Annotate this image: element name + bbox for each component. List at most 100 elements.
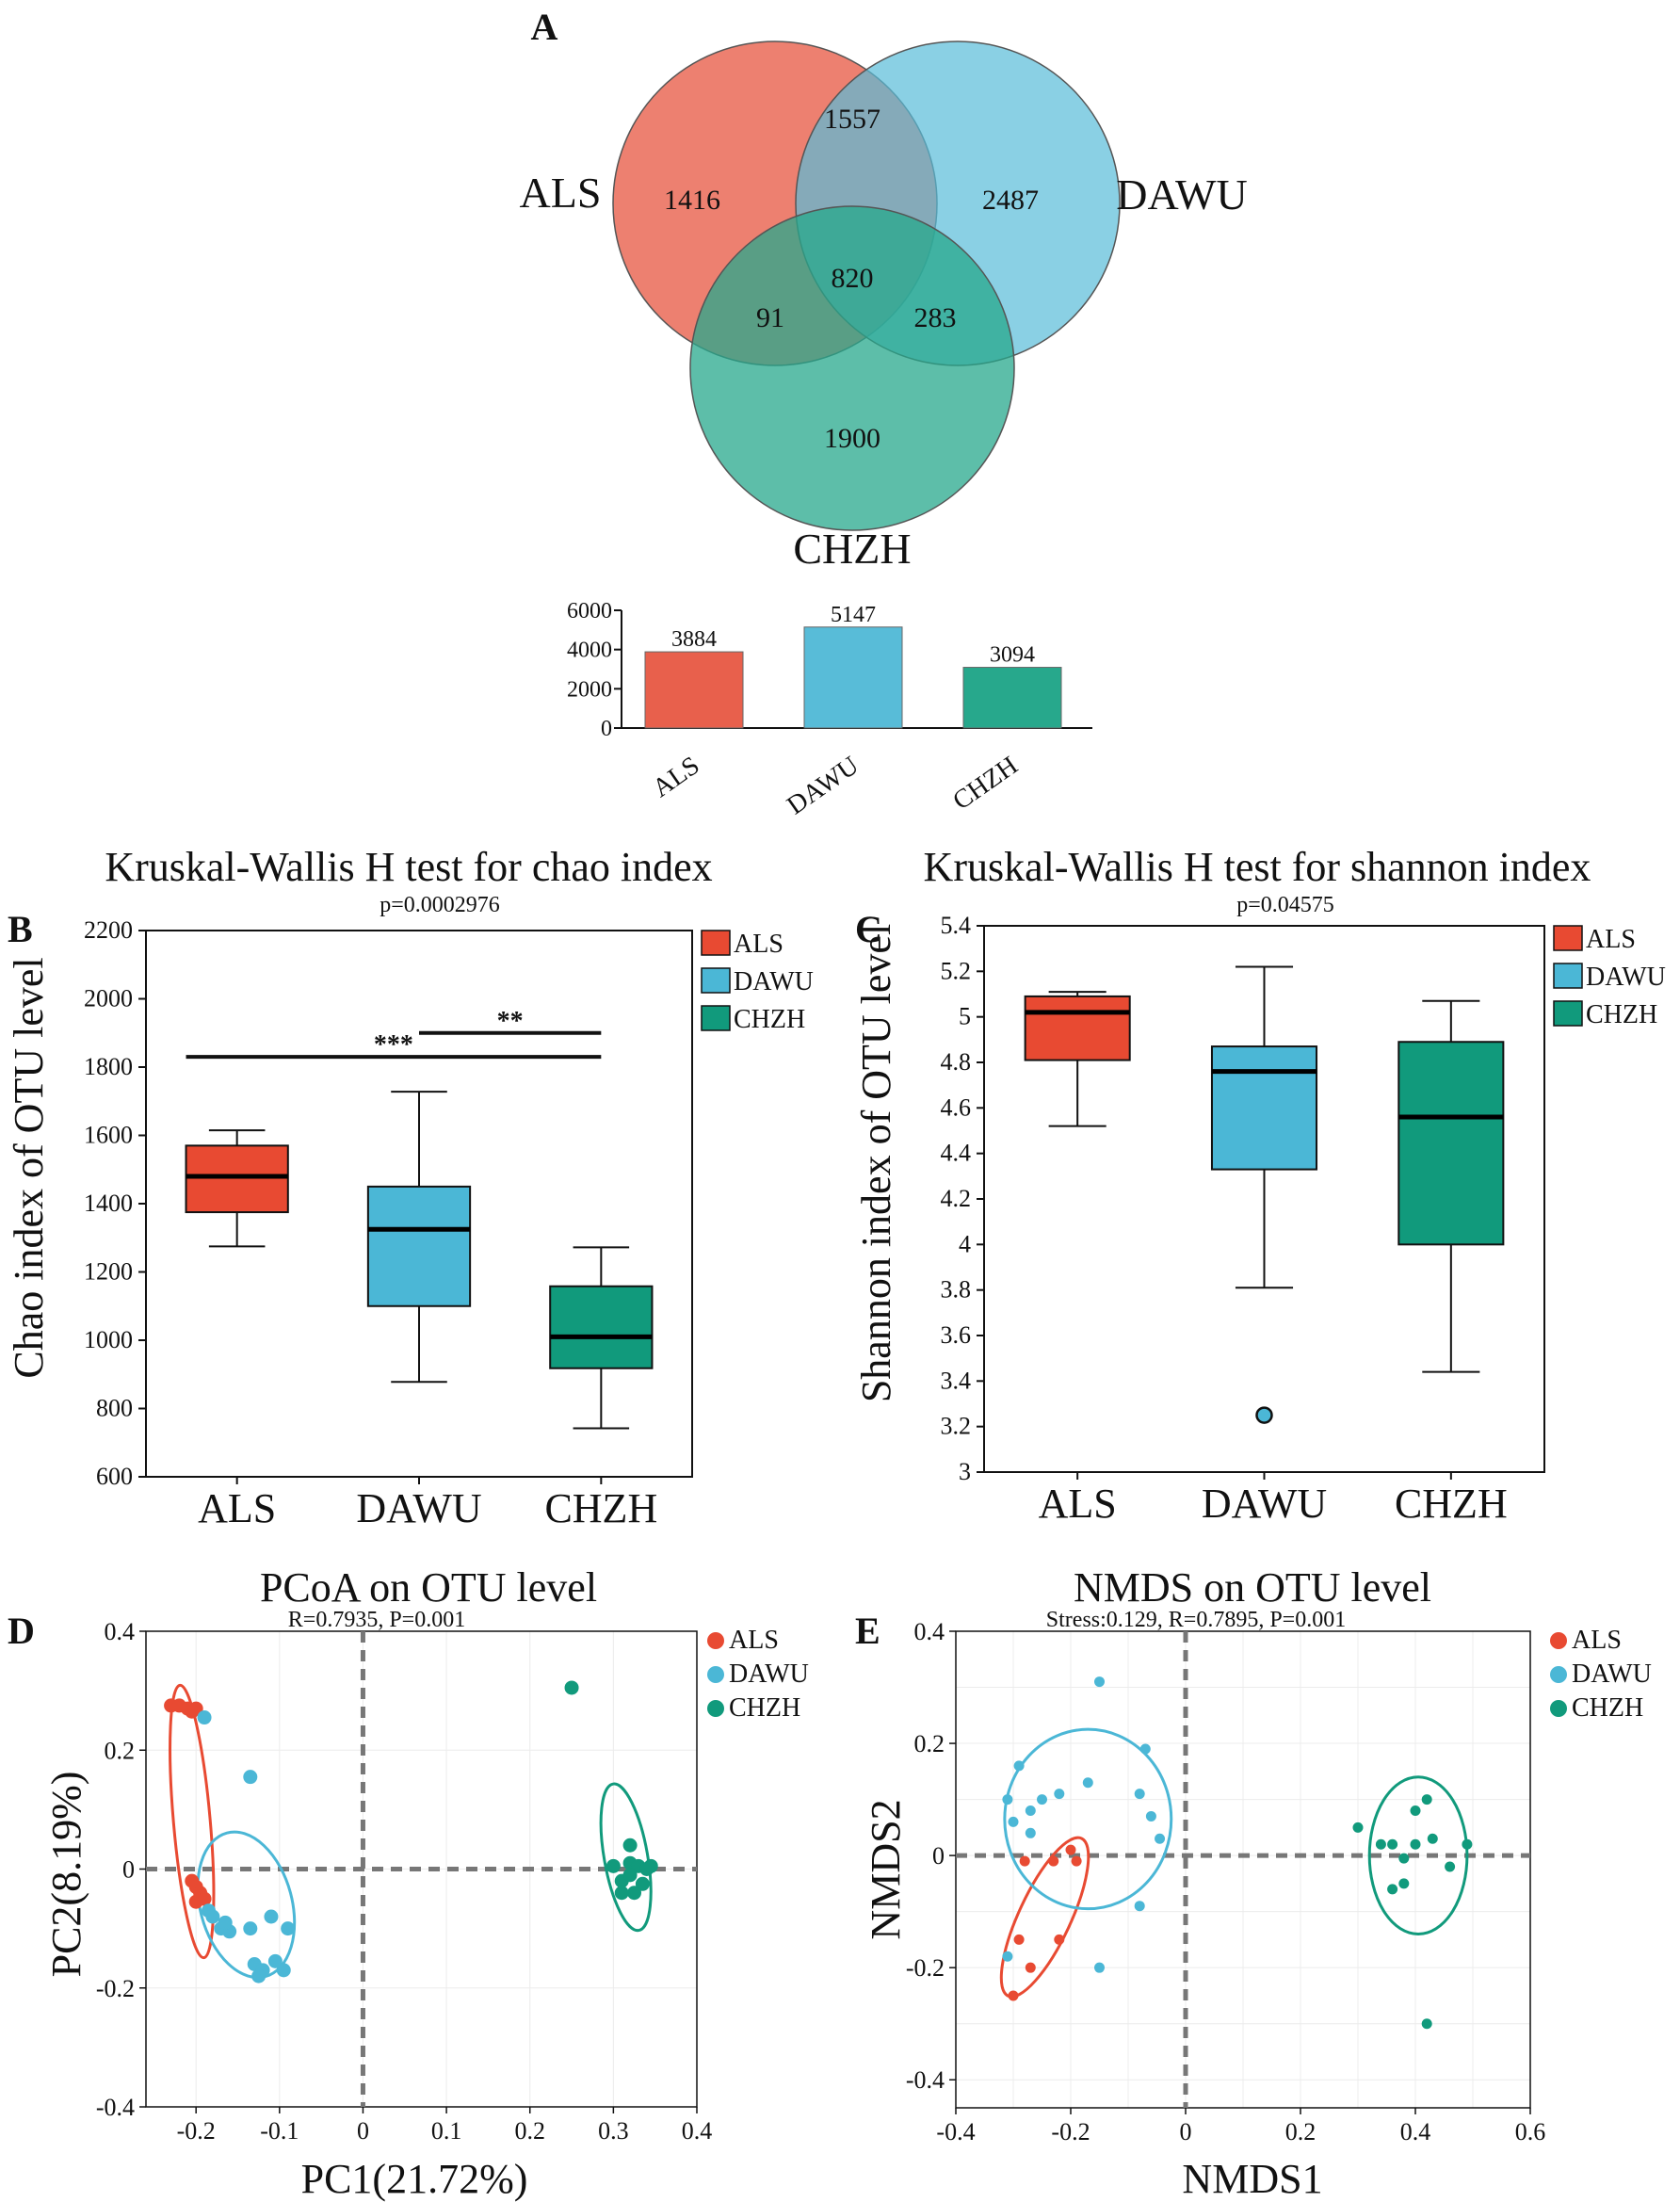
panel-letter-d: D [8, 1610, 35, 1652]
nmds-point-als [1025, 1962, 1036, 1973]
pcoa-legend-label-chzh: CHZH [729, 1693, 800, 1723]
nmds-point-als [1048, 1855, 1059, 1867]
nmds-y-axis-label: NMDS2 [863, 1799, 909, 1939]
nmds-point-chzh [1398, 1878, 1410, 1889]
venn-value-dawu-chzh: 283 [914, 302, 957, 333]
nmds-point-dawu [1155, 1833, 1166, 1844]
nmds-point-dawu [1094, 1676, 1105, 1688]
nmds-point-dawu [1134, 1901, 1145, 1912]
nmds-x-tick-label: 0.4 [1400, 2118, 1431, 2145]
nmds-scatter-plot: NMDS on OTU level Stress:0.129, R=0.7895… [863, 1564, 1652, 2202]
bar-value-label-chzh: 3094 [990, 643, 1035, 668]
chao-legend-label-chzh: CHZH [734, 1005, 805, 1034]
pcoa-x-tick-label: 0.4 [682, 2117, 713, 2145]
nmds-point-als [1071, 1855, 1082, 1867]
bar-category-label-chzh: CHZH [947, 751, 1023, 816]
shannon-legend-label-chzh: CHZH [1586, 1000, 1657, 1029]
nmds-point-chzh [1462, 1838, 1473, 1850]
nmds-point-chzh [1410, 1805, 1421, 1816]
chao-y-tick-label: 600 [96, 1463, 133, 1490]
nmds-legend-marker-dawu [1550, 1666, 1567, 1683]
bar-value-label-als: 3884 [671, 627, 717, 652]
pcoa-subtitle: R=0.7935, P=0.001 [288, 1608, 465, 1632]
pcoa-x-tick-label: -0.1 [260, 2117, 299, 2145]
nmds-legend-label-chzh: CHZH [1572, 1693, 1643, 1723]
shannon-x-tick-label-dawu: DAWU [1202, 1481, 1327, 1527]
bar-value-label-dawu: 5147 [831, 603, 876, 627]
nmds-x-tick-label: 0.2 [1285, 2118, 1317, 2145]
nmds-subtitle: Stress:0.129, R=0.7895, P=0.001 [1046, 1608, 1346, 1632]
nmds-point-dawu [1094, 1962, 1105, 1973]
pcoa-ellipse-als [169, 1683, 216, 1960]
pcoa-point-chzh [627, 1886, 642, 1901]
chao-legend-swatch-dawu [701, 967, 731, 994]
panel-letter-b: B [8, 908, 33, 950]
shannon-y-tick-label: 3 [959, 1458, 971, 1485]
pcoa-point-chzh [606, 1858, 621, 1873]
nmds-point-als [1019, 1855, 1030, 1867]
panel-letter-a: A [531, 6, 558, 48]
chao-legend-label-als: ALS [734, 930, 783, 959]
nmds-y-tick-label: -0.4 [906, 2066, 945, 2094]
pcoa-point-chzh [614, 1886, 629, 1901]
shannon-legend-swatch-als [1553, 925, 1583, 951]
shannon-box-chzh [1397, 1041, 1505, 1246]
pcoa-point-dawu [243, 1770, 258, 1785]
pcoa-scatter-plot: PCoA on OTU level R=0.7935, P=0.001 PC1(… [43, 1564, 809, 2202]
pcoa-point-als [188, 1894, 203, 1909]
shannon-y-tick-label: 5.2 [941, 957, 972, 984]
pcoa-point-chzh [622, 1868, 638, 1883]
shannon-y-tick-label: 5 [959, 1003, 971, 1030]
pcoa-point-dawu [251, 1968, 267, 1983]
chao-y-tick-label: 800 [96, 1395, 133, 1422]
nmds-point-dawu [1082, 1777, 1093, 1789]
bar-category-label-dawu: DAWU [782, 751, 864, 820]
nmds-y-tick-label: 0.2 [914, 1730, 945, 1757]
venn-set-label-als: ALS [520, 169, 602, 217]
chao-x-tick-label-dawu: DAWU [356, 1485, 481, 1531]
pcoa-legend-label-dawu: DAWU [729, 1660, 809, 1689]
nmds-x-tick-label: -0.2 [1051, 2118, 1090, 2145]
venn-value-als-dawu: 1557 [824, 104, 880, 135]
chao-box-als [185, 1144, 289, 1214]
shannon-y-tick-label: 3.6 [941, 1321, 972, 1349]
pcoa-point-dawu [197, 1710, 212, 1725]
nmds-point-chzh [1421, 2018, 1432, 2030]
nmds-point-chzh [1410, 1838, 1421, 1850]
pcoa-legend-marker-als [707, 1632, 724, 1649]
nmds-y-tick-label: -0.2 [906, 1954, 945, 1982]
shannon-y-tick-label: 3.8 [941, 1276, 972, 1303]
nmds-ellipse-chzh [1367, 1775, 1469, 1935]
chao-y-tick-label: 1200 [84, 1258, 133, 1286]
shannon-y-tick-label: 4.2 [941, 1185, 972, 1212]
pcoa-point-dawu [281, 1921, 296, 1936]
nmds-point-dawu [1145, 1810, 1156, 1822]
venn-value-als-only: 1416 [664, 185, 720, 216]
nmds-point-dawu [1008, 1816, 1019, 1827]
chao-box-plot: Kruskal-Wallis H test for chao index p=0… [6, 844, 814, 1531]
venn-set-label-chzh: CHZH [793, 525, 911, 573]
nmds-legend-marker-chzh [1550, 1700, 1567, 1717]
nmds-x-tick-label: -0.4 [936, 2118, 975, 2145]
pcoa-legend-marker-chzh [707, 1700, 724, 1717]
nmds-title: NMDS on OTU level [1074, 1564, 1431, 1611]
pcoa-point-chzh [564, 1680, 579, 1695]
nmds-x-tick-label: 0 [1180, 2118, 1192, 2145]
shannon-x-tick-label-chzh: CHZH [1395, 1481, 1508, 1527]
chao-title: Kruskal-Wallis H test for chao index [105, 844, 712, 890]
chao-y-tick-label: 1800 [84, 1053, 133, 1080]
shannon-y-tick-label: 3.4 [941, 1367, 972, 1394]
nmds-point-dawu [1037, 1794, 1047, 1805]
pcoa-legend-marker-dawu [707, 1666, 724, 1683]
pcoa-y-tick-label: 0.4 [105, 1618, 136, 1645]
nmds-legend-marker-als [1550, 1632, 1567, 1649]
nmds-point-chzh [1427, 1833, 1438, 1844]
shannon-y-axis-label: Shannon index of OTU level [853, 924, 899, 1402]
pcoa-x-tick-label: 0 [357, 2117, 369, 2145]
pcoa-y-tick-label: 0.2 [105, 1737, 136, 1764]
nmds-ellipse-dawu [1003, 1727, 1173, 1911]
pcoa-legend-label-als: ALS [729, 1626, 779, 1655]
chao-y-axis-label: Chao index of OTU level [6, 957, 52, 1378]
chao-y-tick-label: 1000 [84, 1326, 133, 1353]
venn-circle-chzh [689, 205, 1015, 531]
